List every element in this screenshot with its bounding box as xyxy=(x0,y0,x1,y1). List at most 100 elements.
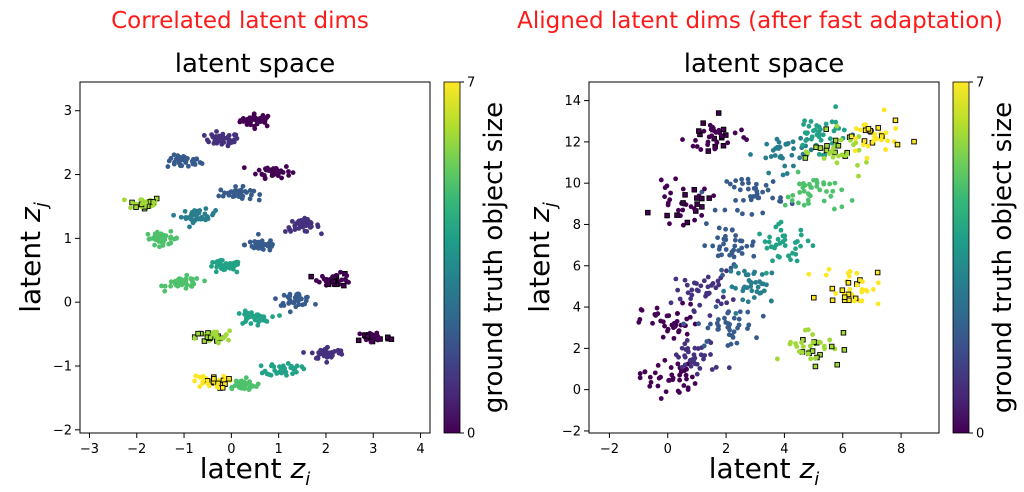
scatter-marker-square xyxy=(355,337,362,344)
scatter-marker-circle xyxy=(668,365,674,370)
scatter-marker-circle xyxy=(816,151,822,157)
scatter-marker-circle xyxy=(698,283,704,289)
scatter-marker-circle xyxy=(296,291,302,297)
colorbar-tick-label: 0 xyxy=(467,427,475,442)
scatter-marker-square xyxy=(696,128,702,134)
x-tick-label: 3 xyxy=(369,442,377,457)
scatter-marker-square xyxy=(840,330,847,336)
scatter-marker-circle xyxy=(861,142,866,148)
scatter-marker-circle xyxy=(256,197,262,203)
scatter-marker-circle xyxy=(827,181,833,187)
scatter-marker-circle xyxy=(863,122,868,128)
scatter-marker-circle xyxy=(775,253,781,259)
scatter-marker-circle xyxy=(707,313,713,318)
scatter-marker-circle xyxy=(665,328,670,334)
scatter-marker-circle xyxy=(248,314,253,319)
scatter-marker-circle xyxy=(165,164,171,169)
scatter-marker-circle xyxy=(658,396,664,401)
figure-title-left: Correlated latent dims xyxy=(111,8,369,34)
scatter-marker-circle xyxy=(800,344,806,350)
scatter-marker-circle xyxy=(728,268,734,274)
scatter-marker-circle xyxy=(769,270,775,276)
scatter-marker-circle xyxy=(745,299,751,305)
scatter-marker-square xyxy=(705,148,712,154)
scatter-marker-circle xyxy=(782,202,788,208)
scatter-marker-square xyxy=(680,200,686,206)
scatter-marker-circle xyxy=(178,214,184,220)
scatter-marker-circle xyxy=(853,126,859,131)
scatter-marker-circle xyxy=(691,308,697,314)
scatter-marker-circle xyxy=(705,139,711,145)
scatter-marker-circle xyxy=(215,262,220,268)
scatter-marker-circle xyxy=(650,320,655,326)
x-tick-label: −3 xyxy=(80,442,99,457)
scatter-marker-circle xyxy=(238,118,243,123)
scatter-marker-circle xyxy=(721,288,727,294)
scatter-marker-square xyxy=(829,285,836,292)
scatter-marker-circle xyxy=(766,239,772,245)
scatter-marker-circle xyxy=(847,286,852,292)
scatter-marker-circle xyxy=(746,180,751,186)
scatter-marker-square xyxy=(894,141,901,148)
scatter-marker-circle xyxy=(704,339,710,344)
scatter-marker-circle xyxy=(316,279,322,285)
scatter-marker-square xyxy=(911,138,917,145)
scatter-marker-circle xyxy=(660,319,666,325)
scatter-marker-circle xyxy=(674,318,680,324)
scatter-marker-circle xyxy=(189,209,195,215)
scatter-marker-circle xyxy=(740,288,746,294)
scatter-marker-circle xyxy=(319,231,324,237)
scatter-marker-circle xyxy=(279,175,285,181)
scatter-marker-circle xyxy=(251,111,257,117)
scatter-marker-circle xyxy=(218,138,224,144)
scatter-marker-circle xyxy=(708,352,713,357)
scatter-marker-circle xyxy=(715,278,721,284)
scatter-marker-circle xyxy=(800,185,806,190)
scatter-marker-circle xyxy=(722,315,727,321)
scatter-marker-circle xyxy=(713,285,719,291)
scatter-marker-circle xyxy=(183,160,189,165)
scatter-marker-square xyxy=(892,117,899,124)
scatter-marker-circle xyxy=(737,309,743,315)
scatter-marker-circle xyxy=(668,300,674,306)
scatter-marker-circle xyxy=(683,372,689,378)
scatter-marker-circle xyxy=(241,165,247,171)
scatter-marker-circle xyxy=(315,356,321,361)
y-tick-label: 6 xyxy=(573,259,581,274)
scatter-marker-circle xyxy=(182,208,188,214)
scatter-marker-circle xyxy=(175,153,181,158)
scatter-marker-square xyxy=(133,204,139,210)
scatter-marker-circle xyxy=(642,369,648,375)
scatter-marker-circle xyxy=(864,155,870,161)
scatter-marker-circle xyxy=(168,279,174,285)
scatter-marker-circle xyxy=(151,200,157,206)
y-tick-label: 8 xyxy=(573,218,581,233)
scatter-marker-circle xyxy=(188,276,194,282)
scatter-marker-circle xyxy=(823,272,829,278)
scatter-marker-circle xyxy=(769,244,775,250)
scatter-marker-circle xyxy=(697,302,703,308)
scatter-marker-circle xyxy=(811,177,816,183)
scatter-marker-circle xyxy=(754,335,759,341)
scatter-marker-circle xyxy=(793,341,798,346)
scatter-marker-circle xyxy=(214,129,219,134)
scatter-marker-circle xyxy=(755,284,761,290)
scatter-marker-circle xyxy=(731,254,737,260)
scatter-marker-circle xyxy=(270,314,275,320)
scatter-marker-circle xyxy=(764,141,770,147)
scatter-marker-circle xyxy=(662,357,668,363)
y-tick-label: −2 xyxy=(562,424,581,439)
scatter-marker-circle xyxy=(121,197,127,203)
scatter-marker-circle xyxy=(856,173,861,179)
scatter-marker-circle xyxy=(186,163,191,169)
scatter-marker-circle xyxy=(775,236,781,242)
scatter-marker-circle xyxy=(760,189,765,195)
scatter-marker-circle xyxy=(233,259,239,265)
scatter-marker-circle xyxy=(858,127,863,133)
scatter-marker-circle xyxy=(280,300,286,306)
scatter-marker-circle xyxy=(200,377,206,383)
x-tick-label: 0 xyxy=(227,442,235,457)
scatter-marker-circle xyxy=(655,383,661,389)
scatter-marker-circle xyxy=(194,156,199,162)
scatter-marker-circle xyxy=(181,279,186,285)
